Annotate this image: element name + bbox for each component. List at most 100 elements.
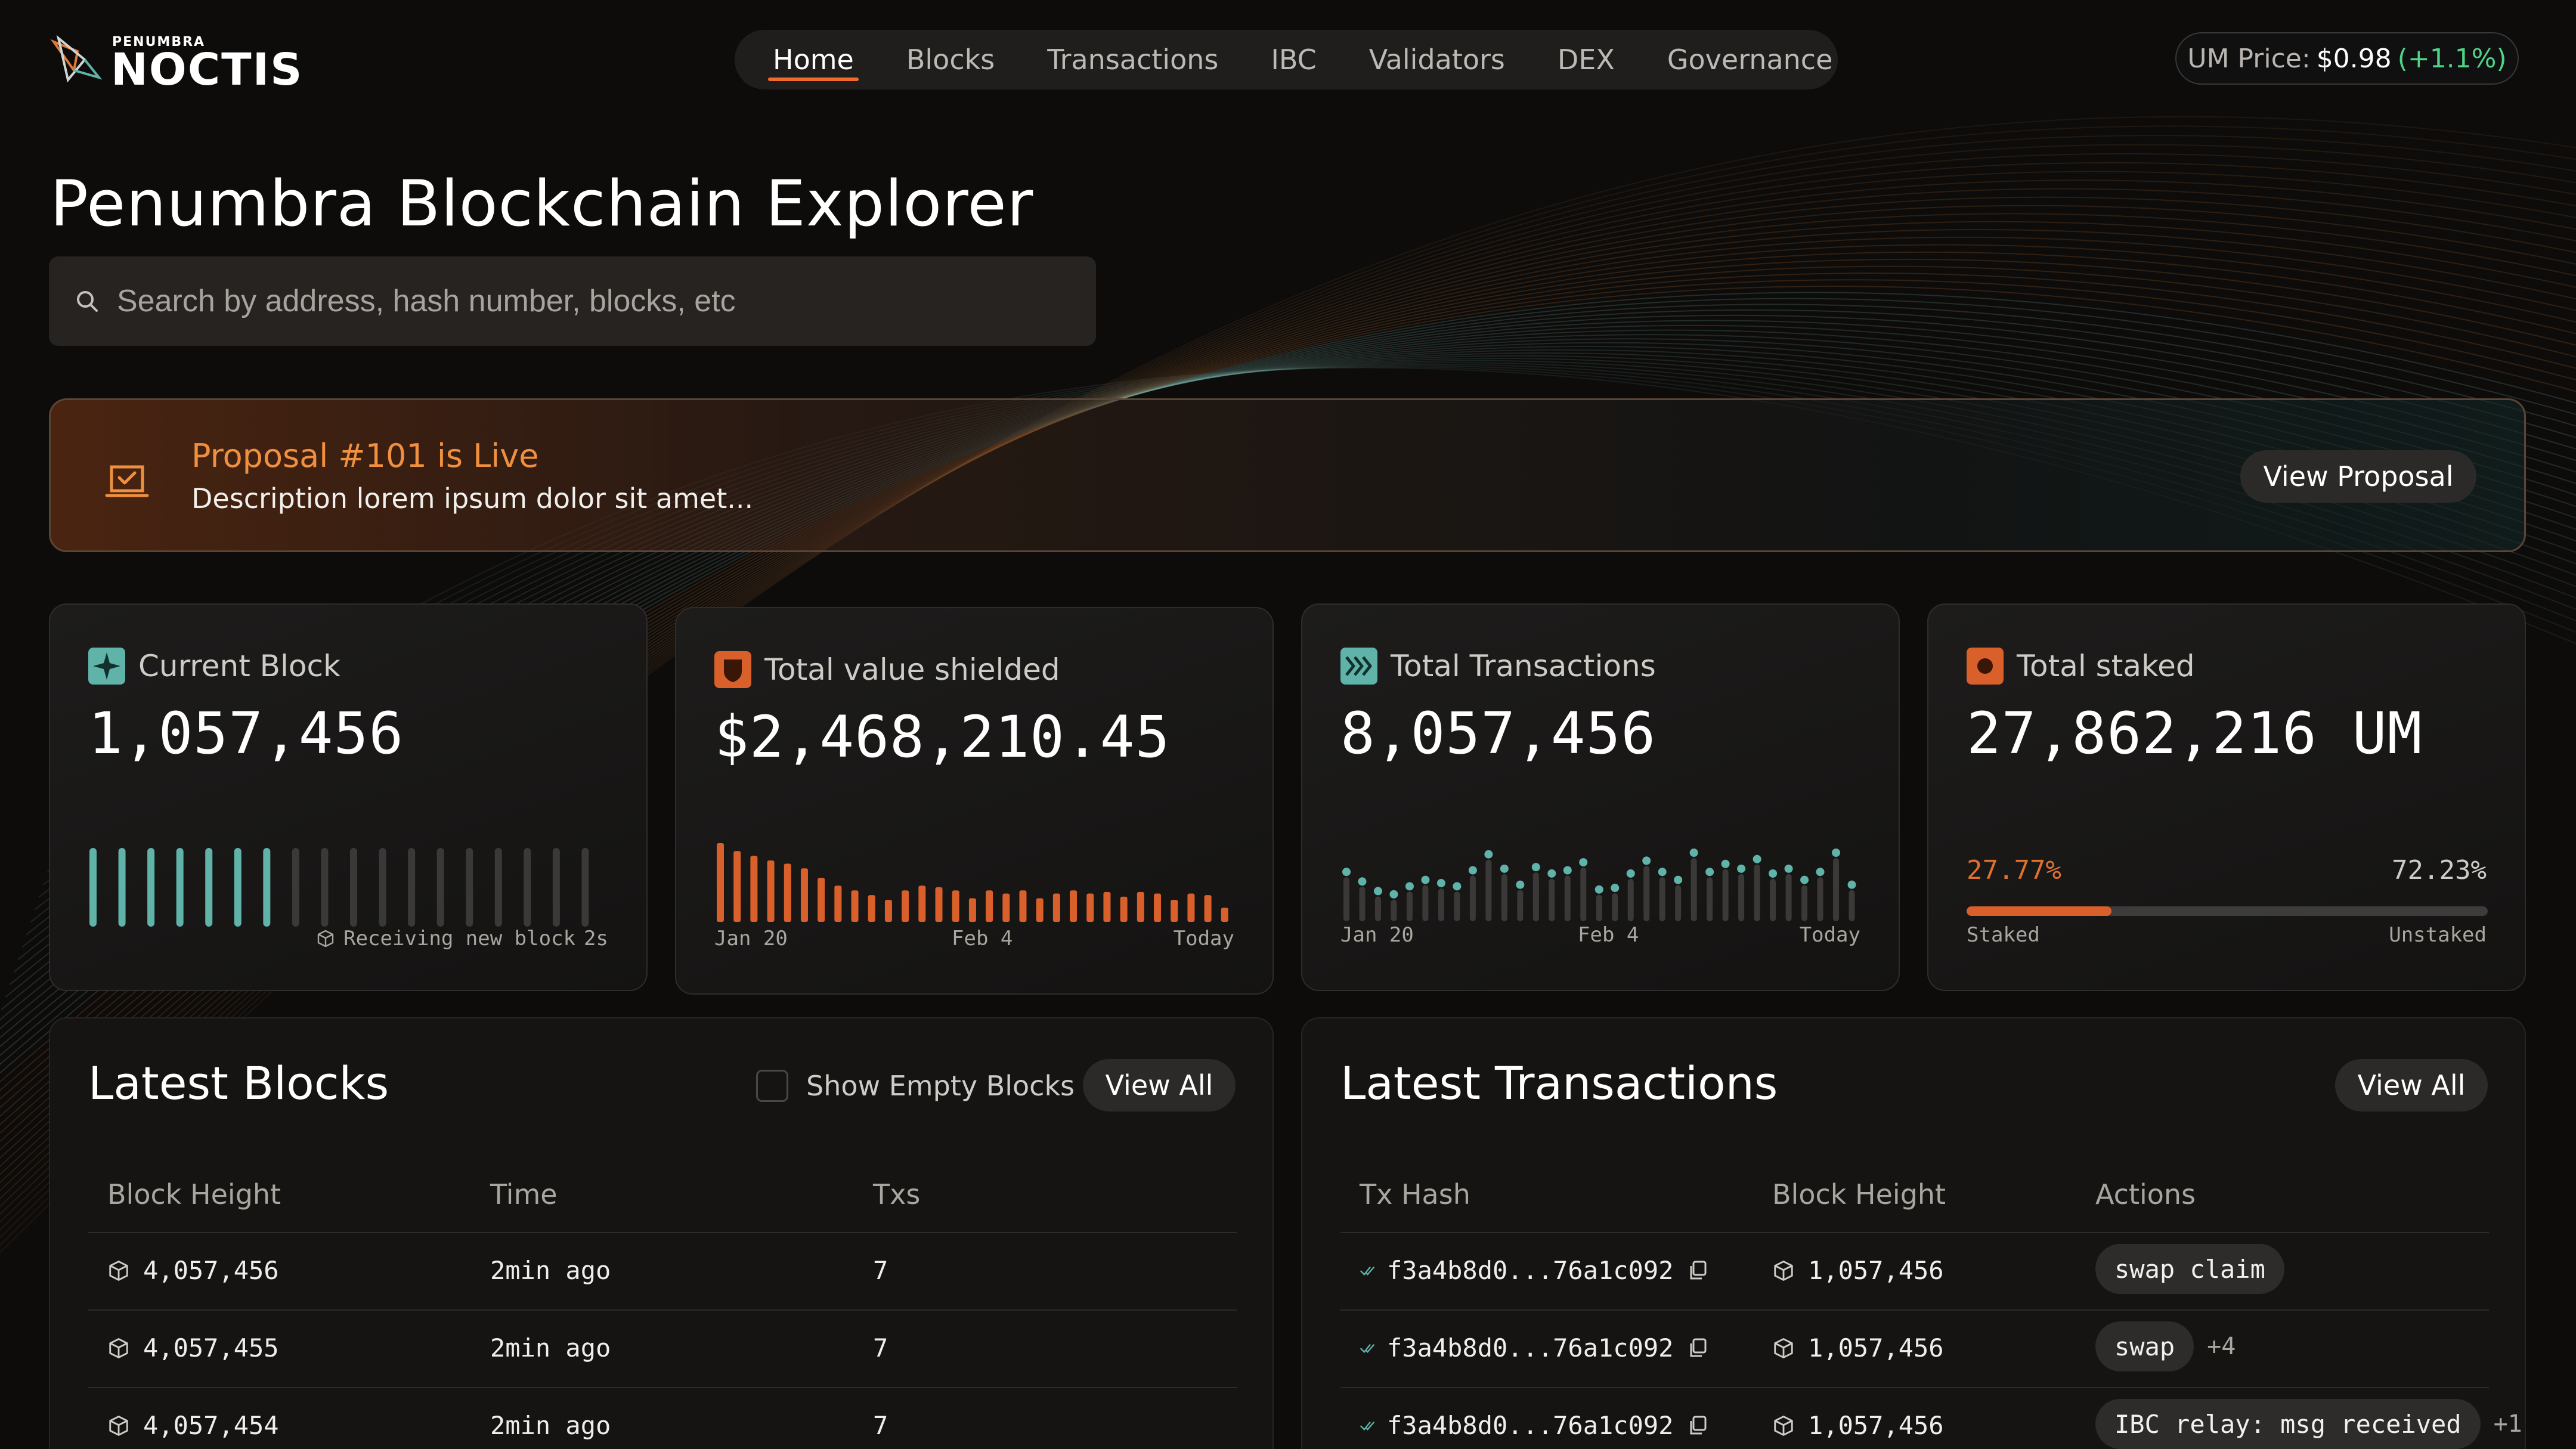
block-bar [118, 848, 126, 927]
transactions-axis-mid: Feb 4 [1578, 923, 1639, 947]
tx-hash[interactable]: f3a4b8d0...76a1c092 [1387, 1256, 1674, 1285]
copy-icon[interactable] [1686, 1337, 1709, 1360]
copy-icon[interactable] [1686, 1259, 1709, 1282]
transaction-point [1689, 849, 1698, 857]
blocks-view-all-button[interactable]: View All [1083, 1059, 1236, 1111]
table-row[interactable]: f3a4b8d0...76a1c092 1,057,456 swap claim [1340, 1232, 2489, 1309]
block-bar [234, 848, 242, 927]
transaction-point [1373, 887, 1382, 896]
block-height[interactable]: 4,057,454 [143, 1411, 279, 1440]
transactions-axis-end: Today [1799, 923, 1860, 947]
cube-icon [1774, 1260, 1793, 1281]
view-proposal-button[interactable]: View Proposal [2240, 450, 2476, 503]
transaction-point [1531, 863, 1540, 872]
nav-validators[interactable]: Validators [1368, 44, 1505, 76]
column-header-time[interactable]: Time [490, 1178, 558, 1210]
block-bar [89, 848, 97, 927]
transactions-dot-chart [1342, 849, 1856, 921]
transaction-point [1642, 856, 1651, 865]
nav-blocks[interactable]: Blocks [906, 44, 995, 76]
column-header-actions[interactable]: Actions [2095, 1178, 2196, 1210]
total-value-shielded-label: Total value shielded [764, 652, 1060, 687]
shielded-bar [767, 860, 775, 922]
transaction-point [1484, 850, 1493, 859]
table-row[interactable]: 4,057,454 2min ago 7 [88, 1387, 1237, 1449]
shielded-bar [986, 890, 993, 922]
transaction-point [1436, 878, 1445, 887]
current-block-card[interactable]: Current Block 1,057,456 Receiving new bl… [49, 603, 648, 991]
column-header-block-height[interactable]: Block Height [1772, 1178, 1946, 1210]
block-time: 2min ago [490, 1411, 611, 1440]
tx-block-height[interactable]: 1,057,456 [1808, 1256, 1944, 1285]
copy-icon[interactable] [1686, 1414, 1709, 1437]
transaction-point [1421, 875, 1430, 884]
tx-hash[interactable]: f3a4b8d0...76a1c092 [1387, 1411, 1674, 1440]
transaction-point [1500, 864, 1509, 873]
block-bar [147, 848, 155, 927]
action-tag[interactable]: IBC relay: msg received [2095, 1399, 2481, 1449]
tx-hash[interactable]: f3a4b8d0...76a1c092 [1387, 1333, 1674, 1363]
brand-logo[interactable]: PENUMBRA NOCTIS [50, 30, 302, 95]
transaction-point [1705, 868, 1714, 877]
tx-block-height[interactable]: 1,057,456 [1808, 1333, 1944, 1363]
show-empty-blocks-checkbox[interactable] [756, 1070, 788, 1102]
more-actions-count[interactable]: +1 [2493, 1410, 2522, 1438]
total-transactions-card[interactable]: Total Transactions 8,057,456 Jan 20 Feb … [1301, 603, 1900, 991]
block-bar [494, 848, 502, 927]
total-staked-value: 27,862,216 UM [1967, 700, 2423, 767]
transactions-view-all-button[interactable]: View All [2335, 1059, 2488, 1111]
shielded-bar [1002, 893, 1010, 922]
um-price-badge: UM Price: $0.98 (+1.1%) [2175, 32, 2519, 85]
table-row[interactable]: f3a4b8d0...76a1c092 1,057,456 IBC relay:… [1340, 1387, 2522, 1449]
block-height[interactable]: 4,057,455 [143, 1333, 279, 1363]
show-empty-blocks-toggle[interactable]: Show Empty Blocks [756, 1070, 1075, 1102]
more-actions-count[interactable]: +4 [2207, 1333, 2236, 1360]
search-input[interactable] [117, 283, 1071, 319]
nav-transactions[interactable]: Transactions [1047, 44, 1219, 76]
total-value-shielded-card[interactable]: Total value shielded $2,468,210.45 Jan 2… [675, 607, 1274, 995]
cube-icon [109, 1337, 128, 1358]
main-nav: Home Blocks Transactions IBC Validators … [735, 30, 1838, 89]
action-tag[interactable]: swap claim [2095, 1244, 2284, 1294]
shielded-bar [935, 887, 943, 922]
ballot-box-icon [105, 465, 149, 497]
shielded-bar [918, 886, 926, 922]
nav-dex[interactable]: DEX [1557, 44, 1615, 76]
stake-progress-track [1967, 906, 2488, 916]
shielded-bar [1221, 908, 1228, 922]
nav-governance[interactable]: Governance [1667, 44, 1833, 76]
nav-home[interactable]: Home [768, 30, 859, 89]
block-bar [205, 848, 213, 927]
shielded-bar [1137, 891, 1144, 922]
table-row[interactable]: 4,057,455 2min ago 7 [88, 1309, 1237, 1387]
block-txs: 7 [873, 1411, 888, 1440]
transaction-point [1358, 877, 1367, 886]
block-time: 2min ago [490, 1256, 611, 1285]
tx-block-height[interactable]: 1,057,456 [1808, 1411, 1944, 1440]
shielded-bar [1120, 896, 1128, 922]
table-row[interactable]: 4,057,456 2min ago 7 [88, 1232, 1237, 1309]
search-icon [77, 291, 98, 312]
block-height[interactable]: 4,057,456 [143, 1256, 279, 1285]
fast-forward-icon [1340, 648, 1377, 685]
transaction-point [1547, 869, 1556, 878]
um-price-label: UM Price: [2187, 43, 2311, 74]
transaction-point [1753, 854, 1761, 863]
total-value-shielded-value: $2,468,210.45 [714, 704, 1171, 770]
block-status: Receiving new block 2s [316, 927, 608, 950]
table-row[interactable]: f3a4b8d0...76a1c092 1,057,456 swap +4 [1340, 1309, 2489, 1387]
action-tag[interactable]: swap [2095, 1321, 2194, 1371]
column-header-tx-hash[interactable]: Tx Hash [1360, 1178, 1470, 1210]
transaction-point [1737, 864, 1746, 873]
total-staked-card[interactable]: Total staked 27,862,216 UM 27.77% 72.23%… [1927, 603, 2526, 991]
proposal-description: Description lorem ipsum dolor sit amet..… [191, 482, 754, 515]
block-bar [263, 848, 271, 927]
column-header-txs[interactable]: Txs [873, 1178, 921, 1210]
transaction-point [1579, 858, 1588, 867]
block-bar [321, 848, 329, 927]
shielded-axis-mid: Feb 4 [952, 927, 1013, 950]
block-bar [292, 848, 299, 927]
nav-ibc[interactable]: IBC [1271, 44, 1317, 76]
cube-icon [1774, 1337, 1793, 1358]
column-header-block-height[interactable]: Block Height [107, 1178, 281, 1210]
